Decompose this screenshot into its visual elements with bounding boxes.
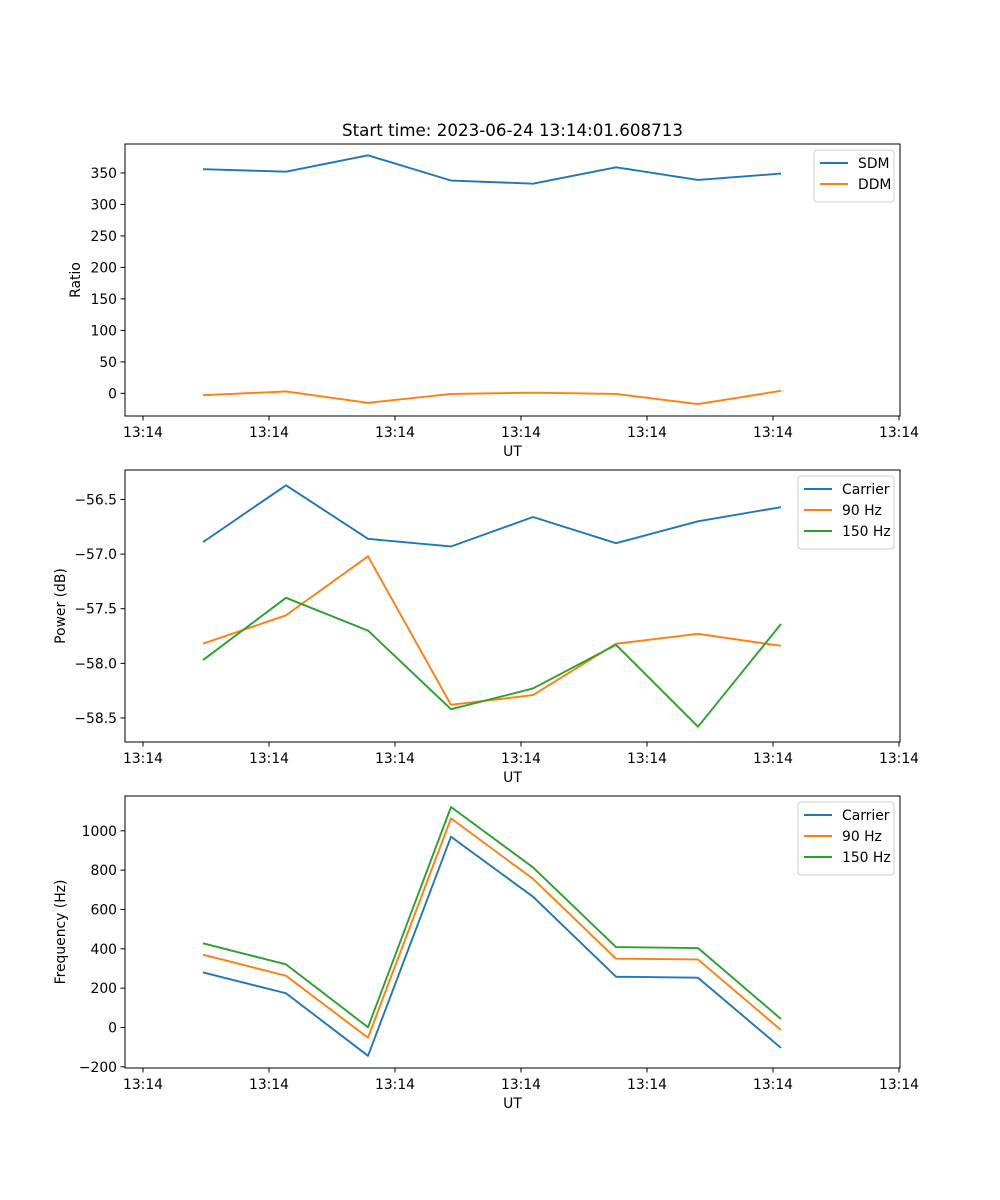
y-axis-label: Power (dB) xyxy=(53,568,69,644)
y-tick-label: −57.0 xyxy=(74,547,117,563)
y-tick-label: −58.5 xyxy=(74,711,117,727)
chart-panels: 0 50 100 150 200 250 300 350 13:14 13:14 13:14 13:1… xyxy=(53,143,919,1112)
x-axis-label: UT xyxy=(503,1096,522,1112)
series-line-carrier xyxy=(202,484,782,548)
y-tick-label: 800 xyxy=(90,863,117,879)
x-tick-label: 13:14 xyxy=(627,425,667,441)
y-tick-label: 200 xyxy=(90,981,117,997)
x-tick-label: 13:14 xyxy=(501,751,541,767)
legend-label: DDM xyxy=(858,177,891,193)
y-tick-label: 0 xyxy=(108,1020,117,1036)
axes-frame xyxy=(124,143,901,417)
series-line-90-hz xyxy=(202,555,782,706)
x-axis-label: UT xyxy=(503,770,522,786)
legend-label: 150 Hz xyxy=(842,524,891,540)
x-axis-label: UT xyxy=(503,444,522,460)
chart-panel-1: 0 50 100 150 200 250 300 350 13:14 13:14 13:14 13:1… xyxy=(68,143,919,460)
x-tick-label: 13:14 xyxy=(249,751,289,767)
x-tick-label: 13:14 xyxy=(879,751,919,767)
y-tick-label: 100 xyxy=(90,323,117,339)
y-tick-label: −56.5 xyxy=(74,492,117,508)
y-axis-label: Ratio xyxy=(68,262,84,298)
legend-label: 150 Hz xyxy=(842,850,891,866)
y-tick-label: 1000 xyxy=(82,824,117,840)
series-line-carrier xyxy=(202,835,782,1057)
x-tick-label: 13:14 xyxy=(501,1077,541,1093)
x-tick-label: 13:14 xyxy=(375,751,415,767)
figure-title: Start time: 2023-06-24 13:14:01.608713 xyxy=(342,120,683,140)
x-tick-label: 13:14 xyxy=(375,425,415,441)
x-tick-label: 13:14 xyxy=(627,751,667,767)
y-tick-label: 250 xyxy=(90,229,117,245)
x-tick-label: 13:14 xyxy=(879,1077,919,1093)
axes-frame xyxy=(124,469,901,743)
y-tick-label: 50 xyxy=(99,355,117,371)
legend: Carrier 90 Hz 150 Hz xyxy=(797,475,895,550)
x-tick-label: 13:14 xyxy=(501,425,541,441)
legend-label: Carrier xyxy=(842,482,890,498)
x-tick-label: 13:14 xyxy=(249,425,289,441)
series-line-150-hz xyxy=(202,596,782,728)
y-tick-label: 150 xyxy=(90,292,117,308)
x-tick-label: 13:14 xyxy=(879,425,919,441)
x-tick-label: 13:14 xyxy=(627,1077,667,1093)
axes-frame xyxy=(124,795,901,1069)
y-tick-label: −57.5 xyxy=(74,602,117,618)
legend-label: SDM xyxy=(858,156,890,172)
y-tick-label: −58.0 xyxy=(74,656,117,672)
y-tick-label: −200 xyxy=(79,1060,117,1076)
y-tick-label: 400 xyxy=(90,942,117,958)
y-tick-label: 300 xyxy=(90,197,117,213)
legend-label: 90 Hz xyxy=(842,503,882,519)
x-tick-label: 13:14 xyxy=(753,425,793,441)
x-tick-label: 13:14 xyxy=(123,425,163,441)
chart-panel-2: −58.5 −58.0 −57.5 −57.0 −56.5 13:14 13:14 13:14… xyxy=(53,469,919,786)
legend-label: 90 Hz xyxy=(842,829,882,845)
x-tick-label: 13:14 xyxy=(249,1077,289,1093)
x-tick-label: 13:14 xyxy=(753,751,793,767)
chart-panel-3: −200 0 200 400 600 800 1000 13:14 13:14 13:14 13:1… xyxy=(53,795,919,1112)
y-tick-label: 0 xyxy=(108,386,117,402)
legend: SDM DDM xyxy=(813,149,895,203)
series-line-ddm xyxy=(202,389,782,405)
x-tick-label: 13:14 xyxy=(123,751,163,767)
series-line-sdm xyxy=(202,154,782,185)
legend-label: Carrier xyxy=(842,808,890,824)
y-axis-label: Frequency (Hz) xyxy=(53,880,69,985)
series-line-150-hz xyxy=(202,806,782,1029)
x-tick-label: 13:14 xyxy=(375,1077,415,1093)
legend: Carrier 90 Hz 150 Hz xyxy=(797,801,895,876)
y-tick-label: 350 xyxy=(90,166,117,182)
y-tick-label: 200 xyxy=(90,260,117,276)
y-tick-label: 600 xyxy=(90,902,117,918)
x-tick-label: 13:14 xyxy=(123,1077,163,1093)
series-line-90-hz xyxy=(202,817,782,1039)
x-tick-label: 13:14 xyxy=(753,1077,793,1093)
